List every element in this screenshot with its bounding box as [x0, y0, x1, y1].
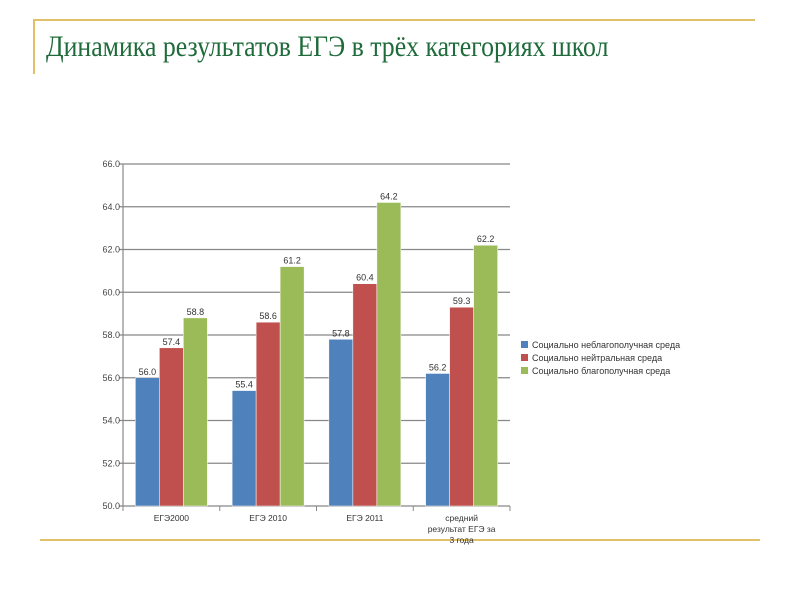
- data-label: 55.4: [235, 380, 253, 390]
- bar: [183, 317, 208, 507]
- y-tick-label: 64.0: [102, 202, 120, 212]
- data-label: 56.2: [429, 362, 447, 372]
- data-label: 62.2: [477, 234, 495, 244]
- x-category-label: результат ЕГЭ за: [428, 524, 496, 534]
- left-border-line: [33, 19, 35, 74]
- y-tick-label: 52.0: [102, 458, 120, 468]
- legend-item: Социально благополучная среда: [521, 364, 680, 377]
- bar: [376, 202, 402, 507]
- bar: [328, 339, 354, 507]
- data-label: 57.4: [163, 337, 181, 347]
- data-label: 64.2: [380, 191, 398, 201]
- data-label: 60.4: [356, 273, 374, 283]
- bar: [352, 283, 378, 507]
- legend-label: Социально неблагополучная среда: [532, 339, 681, 350]
- data-label: 56.0: [139, 367, 157, 377]
- bar: [255, 321, 281, 507]
- legend-swatch: [521, 341, 528, 348]
- x-category-label: средний: [445, 513, 478, 523]
- bar: [425, 373, 450, 507]
- top-border-line: [33, 19, 755, 21]
- y-tick-label: 62.0: [102, 245, 120, 255]
- data-label: 59.3: [453, 296, 471, 306]
- y-tick-label: 66.0: [102, 159, 120, 169]
- y-tick-label: 54.0: [102, 416, 120, 426]
- data-label: 58.6: [259, 311, 277, 321]
- legend-label: Социально благополучная среда: [532, 365, 671, 376]
- bar: [279, 266, 305, 507]
- legend-item: Социально нейтральная среда: [521, 351, 680, 364]
- y-tick-label: 58.0: [102, 330, 120, 340]
- x-category-label: 3 года: [450, 535, 475, 545]
- chart-legend: Социально неблагополучная среда Социально…: [521, 338, 680, 377]
- bar: [159, 347, 184, 507]
- x-category-label: ЕГЭ 2010: [249, 513, 287, 523]
- y-tick-label: 56.0: [102, 373, 120, 383]
- data-label: 57.8: [332, 328, 350, 338]
- y-tick-label: 50.0: [102, 501, 120, 511]
- legend-label: Социально нейтральная среда: [532, 352, 663, 363]
- data-label: 58.8: [187, 307, 205, 317]
- bar: [135, 377, 160, 507]
- bottom-border-line: [40, 539, 760, 541]
- y-tick-label: 60.0: [102, 287, 120, 297]
- legend-swatch: [521, 354, 528, 361]
- bar: [231, 390, 257, 507]
- legend-swatch: [521, 367, 528, 374]
- data-label: 61.2: [283, 256, 301, 266]
- bar: [449, 306, 474, 507]
- slide-title: Динамика результатов ЕГЭ в трёх категори…: [46, 30, 609, 63]
- legend-item: Социально неблагополучная среда: [521, 338, 680, 351]
- x-category-label: ЕГЭ 2011: [346, 513, 383, 523]
- x-category-label: ЕГЭ2000: [154, 513, 190, 523]
- bar: [473, 244, 498, 507]
